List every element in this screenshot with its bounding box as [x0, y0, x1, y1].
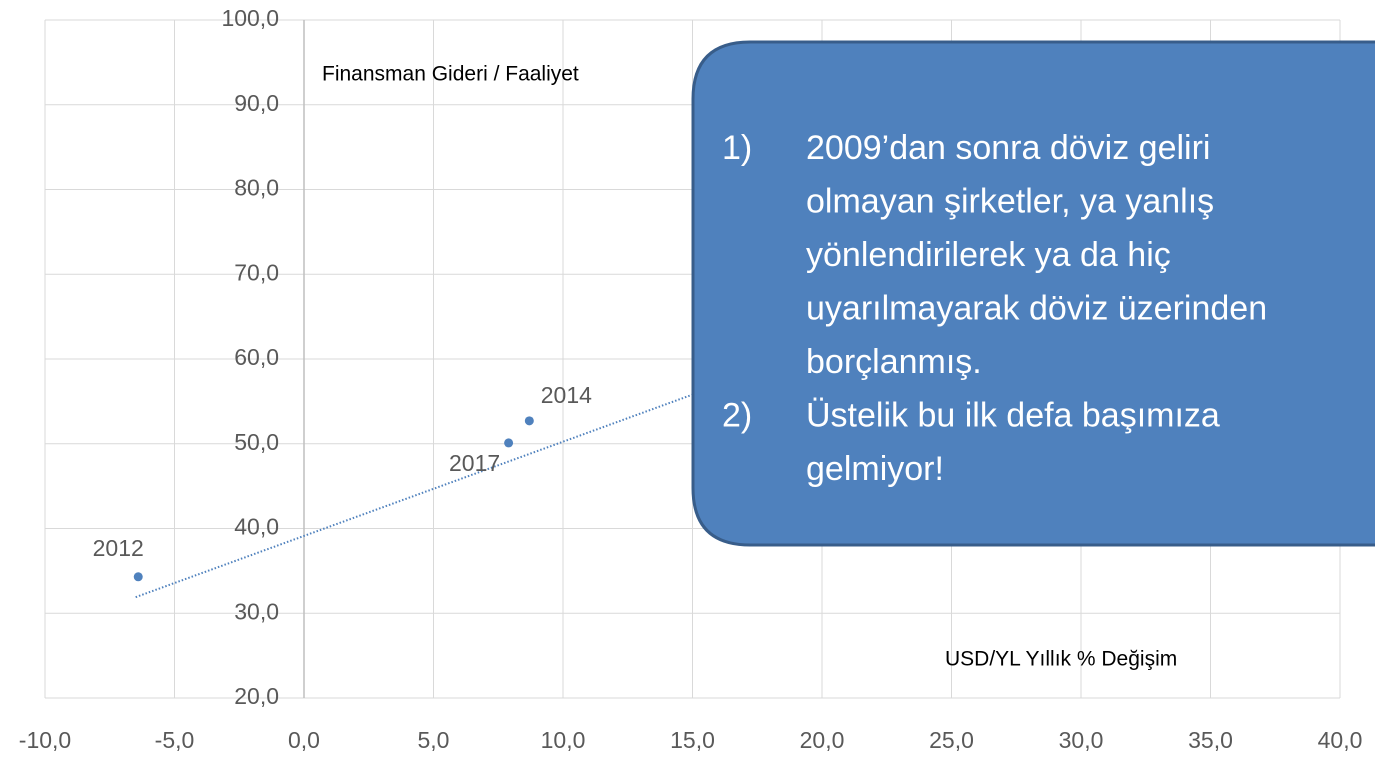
- callout-text: borçlanmış.: [806, 343, 982, 381]
- x-axis-label: USD/YL Yıllık % Değişim: [945, 648, 1177, 671]
- y-tick-label: 20,0: [234, 683, 279, 709]
- callout: 1) 2009’dan sonra döviz geliri olmayan şir…: [691, 40, 1375, 547]
- y-tick-label: 100,0: [221, 5, 279, 31]
- y-tick-label: 70,0: [234, 259, 279, 285]
- y-tick-label: 50,0: [234, 429, 279, 455]
- point: [524, 416, 534, 426]
- callout-text: olmayan şirketler, ya yanlış: [806, 182, 1214, 220]
- x-tick-label: 35,0: [1188, 727, 1233, 753]
- x-tick-label: 40,0: [1318, 727, 1363, 753]
- callout-text: Üstelik bu ilk defa başımıza: [806, 396, 1220, 434]
- x-tick-label: -10,0: [19, 727, 71, 753]
- y-tick-label: 30,0: [234, 598, 279, 624]
- y-tick-label: 60,0: [234, 344, 279, 370]
- point-label: 2014: [541, 382, 592, 408]
- x-tick-label: 10,0: [541, 727, 586, 753]
- x-tick-label: 5,0: [418, 727, 450, 753]
- x-tick-label: 20,0: [800, 727, 845, 753]
- x-tick-label: 0,0: [288, 727, 320, 753]
- callout-number: 2): [722, 396, 752, 434]
- point: [133, 572, 143, 582]
- callout-number: 1): [722, 129, 752, 167]
- point-label: 2012: [93, 535, 144, 561]
- y-tick-label: 90,0: [234, 90, 279, 116]
- callout-text: yönlendirilerek ya da hiç: [806, 236, 1171, 274]
- y-axis-label: Finansman Gideri / Faaliyet: [322, 63, 579, 86]
- callout-text: uyarılmayarak döviz üzerinden: [806, 289, 1267, 327]
- y-tick-label: 40,0: [234, 514, 279, 540]
- callout-text: 2009’dan sonra döviz geliri: [806, 129, 1210, 167]
- x-tick-label: -5,0: [155, 727, 195, 753]
- callout-box: [691, 40, 1375, 547]
- point-label: 2017: [449, 450, 500, 476]
- x-tick-label: 30,0: [1059, 727, 1104, 753]
- y-tick-label: 80,0: [234, 175, 279, 201]
- point: [504, 438, 514, 448]
- callout-text: gelmiyor!: [806, 450, 944, 488]
- x-tick-label: 15,0: [670, 727, 715, 753]
- x-tick-label: 25,0: [929, 727, 974, 753]
- trendline: [135, 393, 693, 599]
